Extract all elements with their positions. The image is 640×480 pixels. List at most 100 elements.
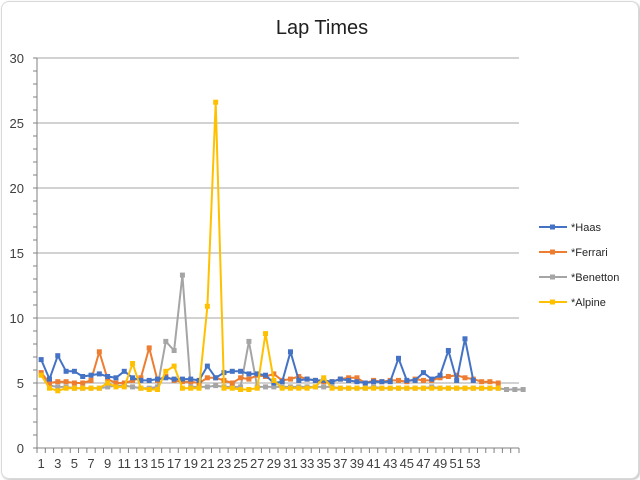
y-tick-0: 0 bbox=[17, 441, 24, 456]
data-point-alpine bbox=[362, 385, 368, 391]
data-point-benetton bbox=[504, 387, 510, 392]
x-tick-5: 5 bbox=[71, 456, 78, 471]
data-point-haas bbox=[354, 379, 360, 385]
data-point-haas bbox=[379, 379, 385, 385]
data-point-ferrari bbox=[55, 379, 61, 385]
x-tick-21: 21 bbox=[200, 456, 214, 471]
data-point-ferrari bbox=[420, 377, 426, 383]
data-point-benetton bbox=[163, 338, 169, 344]
series-group bbox=[38, 99, 526, 394]
data-point-alpine bbox=[196, 385, 202, 391]
data-point-alpine bbox=[304, 385, 310, 391]
data-point-ferrari bbox=[138, 375, 144, 381]
data-point-alpine bbox=[495, 385, 501, 391]
data-point-ferrari bbox=[354, 375, 360, 381]
data-point-alpine bbox=[396, 385, 401, 391]
series-line-benetton bbox=[40, 274, 524, 391]
data-point-alpine bbox=[346, 385, 352, 391]
y-tick-30: 30 bbox=[10, 51, 24, 66]
data-point-ferrari bbox=[462, 375, 468, 381]
y-tick-20: 20 bbox=[10, 181, 24, 196]
data-point-ferrari bbox=[179, 379, 185, 385]
data-point-haas bbox=[213, 375, 219, 381]
data-point-alpine bbox=[287, 385, 293, 391]
x-tick-53: 53 bbox=[466, 456, 480, 471]
data-point-ferrari bbox=[246, 376, 252, 382]
data-point-alpine bbox=[238, 387, 244, 392]
data-point-ferrari bbox=[271, 371, 277, 377]
data-point-haas bbox=[246, 371, 252, 377]
data-point-haas bbox=[420, 370, 426, 376]
data-point-haas bbox=[55, 353, 61, 359]
data-point-alpine bbox=[437, 385, 443, 391]
data-point-alpine bbox=[479, 385, 485, 391]
x-tick-27: 27 bbox=[250, 456, 264, 471]
data-point-alpine bbox=[487, 385, 493, 391]
x-tick-35: 35 bbox=[316, 456, 330, 471]
data-point-haas bbox=[171, 376, 177, 382]
x-tick-41: 41 bbox=[366, 456, 380, 471]
data-point-alpine bbox=[279, 385, 285, 391]
data-point-ferrari bbox=[130, 377, 136, 383]
data-point-haas bbox=[437, 372, 443, 378]
data-point-alpine bbox=[146, 387, 152, 392]
axes bbox=[33, 57, 520, 453]
data-point-ferrari bbox=[454, 372, 460, 378]
data-point-ferrari bbox=[346, 375, 352, 381]
legend-label-alpine: *Alpine bbox=[571, 297, 606, 309]
legend-entry-alpine: *Alpine bbox=[539, 297, 606, 309]
x-tick-13: 13 bbox=[134, 456, 148, 471]
series-line-alpine bbox=[40, 101, 499, 392]
x-tick-7: 7 bbox=[87, 456, 94, 471]
y-tick-10: 10 bbox=[10, 311, 24, 326]
data-point-ferrari bbox=[188, 379, 194, 385]
data-point-benetton bbox=[171, 348, 177, 353]
data-point-alpine bbox=[354, 385, 360, 391]
x-tick-25: 25 bbox=[233, 456, 247, 471]
data-point-alpine bbox=[263, 331, 269, 337]
data-point-alpine bbox=[46, 385, 52, 391]
x-tick-31: 31 bbox=[283, 456, 297, 471]
data-point-alpine bbox=[80, 385, 86, 391]
data-point-haas bbox=[445, 348, 451, 353]
legend-label-ferrari: *Ferrari bbox=[571, 247, 608, 259]
data-point-haas bbox=[113, 375, 119, 381]
data-point-benetton bbox=[321, 384, 327, 390]
data-point-ferrari bbox=[71, 380, 77, 386]
data-point-haas bbox=[371, 379, 377, 385]
data-point-alpine bbox=[171, 363, 177, 369]
data-point-ferrari bbox=[146, 345, 152, 351]
data-point-alpine bbox=[470, 385, 476, 391]
data-point-ferrari bbox=[38, 370, 44, 376]
x-tick-3: 3 bbox=[54, 456, 61, 471]
data-point-benetton bbox=[155, 384, 160, 390]
data-point-haas bbox=[63, 368, 69, 374]
data-point-ferrari bbox=[445, 374, 451, 379]
data-point-alpine bbox=[130, 361, 136, 366]
data-point-alpine bbox=[113, 384, 119, 390]
data-point-haas bbox=[238, 368, 244, 374]
data-point-haas bbox=[263, 372, 269, 378]
data-point-haas bbox=[346, 377, 352, 383]
x-tick-45: 45 bbox=[400, 456, 414, 471]
x-tick-29: 29 bbox=[267, 456, 281, 471]
data-point-haas bbox=[404, 377, 410, 383]
data-point-haas bbox=[287, 349, 293, 355]
data-point-alpine bbox=[271, 377, 277, 383]
data-point-alpine bbox=[88, 385, 94, 391]
data-point-haas bbox=[304, 376, 310, 382]
data-point-haas bbox=[321, 377, 327, 383]
data-point-benetton bbox=[263, 384, 269, 390]
legend-marker-alpine bbox=[550, 299, 555, 305]
data-point-benetton bbox=[179, 272, 185, 278]
data-point-ferrari bbox=[46, 380, 52, 386]
data-point-alpine bbox=[213, 99, 219, 105]
series-benetton bbox=[38, 272, 526, 392]
data-point-haas bbox=[80, 374, 86, 379]
data-point-alpine bbox=[63, 385, 69, 391]
x-tick-51: 51 bbox=[449, 456, 463, 471]
data-point-haas bbox=[121, 368, 127, 374]
legend: *Haas *Ferrari *Benetton *Alpine bbox=[539, 222, 619, 309]
data-point-alpine bbox=[371, 385, 377, 391]
data-point-haas bbox=[71, 368, 77, 374]
